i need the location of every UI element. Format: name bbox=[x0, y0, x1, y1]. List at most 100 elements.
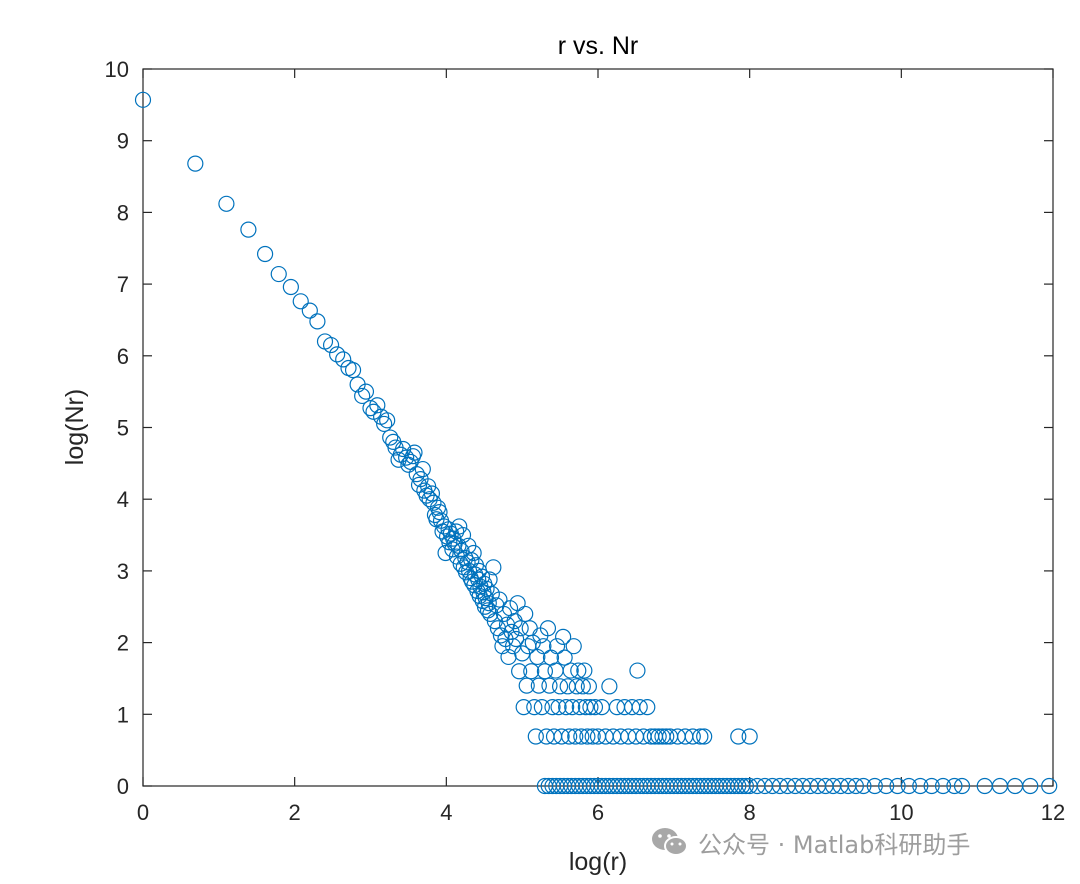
data-point bbox=[878, 777, 895, 795]
data-point bbox=[459, 554, 476, 571]
data-point bbox=[507, 630, 525, 648]
y-tick-label: 6 bbox=[117, 344, 129, 369]
data-point bbox=[410, 476, 428, 493]
data-point bbox=[561, 728, 578, 745]
data-point bbox=[529, 648, 546, 666]
data-point bbox=[573, 728, 590, 745]
data-point bbox=[579, 728, 596, 745]
data-point bbox=[544, 699, 561, 716]
data-point bbox=[553, 728, 570, 745]
axes-box bbox=[142, 68, 1054, 787]
data-point bbox=[527, 728, 544, 745]
y-tick-label: 8 bbox=[117, 200, 129, 225]
data-point bbox=[684, 728, 701, 745]
y-tick-label: 0 bbox=[117, 774, 129, 799]
data-point bbox=[900, 777, 918, 795]
data-point bbox=[586, 699, 604, 716]
data-point bbox=[473, 568, 491, 585]
x-tick-label: 4 bbox=[440, 800, 452, 825]
data-point bbox=[1041, 777, 1058, 795]
data-point bbox=[494, 638, 511, 655]
data-point bbox=[658, 728, 675, 745]
data-point bbox=[134, 91, 152, 108]
data-point bbox=[541, 677, 558, 694]
x-tick-label: 2 bbox=[289, 800, 301, 825]
data-point bbox=[934, 777, 952, 795]
data-point bbox=[574, 678, 591, 695]
data-point bbox=[509, 595, 526, 612]
data-point bbox=[362, 400, 379, 417]
data-point bbox=[292, 293, 309, 310]
x-axis-label: log(r) bbox=[569, 848, 627, 876]
data-point bbox=[376, 415, 393, 433]
data-point bbox=[440, 521, 457, 538]
data-point bbox=[580, 678, 598, 695]
data-point bbox=[584, 728, 601, 745]
data-point bbox=[565, 638, 582, 655]
data-point bbox=[629, 662, 646, 679]
data-point bbox=[650, 728, 667, 745]
data-point bbox=[423, 485, 441, 502]
data-point bbox=[344, 362, 362, 379]
data-point bbox=[855, 777, 872, 795]
y-tick-label: 9 bbox=[117, 129, 129, 154]
data-point bbox=[601, 678, 618, 695]
data-point bbox=[270, 265, 287, 283]
data-point bbox=[408, 466, 425, 483]
data-point bbox=[329, 346, 346, 363]
data-point bbox=[526, 699, 543, 716]
data-point bbox=[465, 544, 482, 562]
data-point bbox=[485, 559, 502, 576]
data-point bbox=[570, 662, 587, 679]
data-point bbox=[454, 526, 472, 544]
data-point bbox=[555, 628, 572, 645]
data-point bbox=[556, 649, 573, 666]
data-point bbox=[398, 449, 415, 466]
data-point bbox=[741, 728, 758, 745]
data-point bbox=[564, 699, 581, 716]
data-point bbox=[946, 777, 963, 795]
data-point bbox=[696, 728, 713, 745]
data-point bbox=[536, 663, 554, 680]
y-tick-label: 1 bbox=[117, 702, 129, 727]
data-point bbox=[256, 245, 274, 263]
data-point bbox=[335, 351, 352, 368]
data-point bbox=[491, 591, 508, 608]
data-point bbox=[515, 699, 532, 716]
watermark: 公众号 · Matlab科研助手 bbox=[650, 822, 970, 862]
data-point bbox=[535, 638, 552, 655]
y-tick-label: 3 bbox=[117, 559, 129, 584]
chart-title: r vs. Nr bbox=[558, 32, 639, 60]
data-point bbox=[576, 662, 593, 679]
data-point bbox=[518, 677, 535, 694]
x-tick-label: 8 bbox=[744, 800, 756, 825]
y-tick-label: 2 bbox=[117, 631, 129, 656]
data-point bbox=[1022, 777, 1039, 795]
y-tick-label: 4 bbox=[117, 487, 129, 512]
data-point bbox=[539, 620, 557, 637]
data-point bbox=[322, 336, 340, 354]
x-tick-label: 12 bbox=[1041, 800, 1065, 825]
data-point bbox=[301, 302, 318, 319]
data-point bbox=[889, 777, 906, 795]
data-point bbox=[558, 699, 575, 716]
data-point bbox=[533, 699, 550, 716]
data-point bbox=[512, 620, 529, 637]
data-point bbox=[218, 195, 235, 212]
data-point bbox=[631, 699, 648, 716]
data-point bbox=[953, 777, 971, 795]
data-point bbox=[517, 605, 534, 623]
x-tick-label: 0 bbox=[137, 800, 149, 825]
data-point bbox=[567, 728, 584, 745]
data-point bbox=[923, 777, 940, 795]
y-axis-label: log(Nr) bbox=[61, 389, 89, 465]
data-point bbox=[577, 699, 594, 716]
data-point bbox=[425, 494, 442, 511]
data-point bbox=[511, 663, 528, 680]
data-point bbox=[550, 699, 567, 716]
data-point bbox=[431, 504, 448, 521]
data-point bbox=[357, 383, 375, 400]
data-point bbox=[240, 221, 257, 238]
data-point bbox=[354, 387, 371, 405]
